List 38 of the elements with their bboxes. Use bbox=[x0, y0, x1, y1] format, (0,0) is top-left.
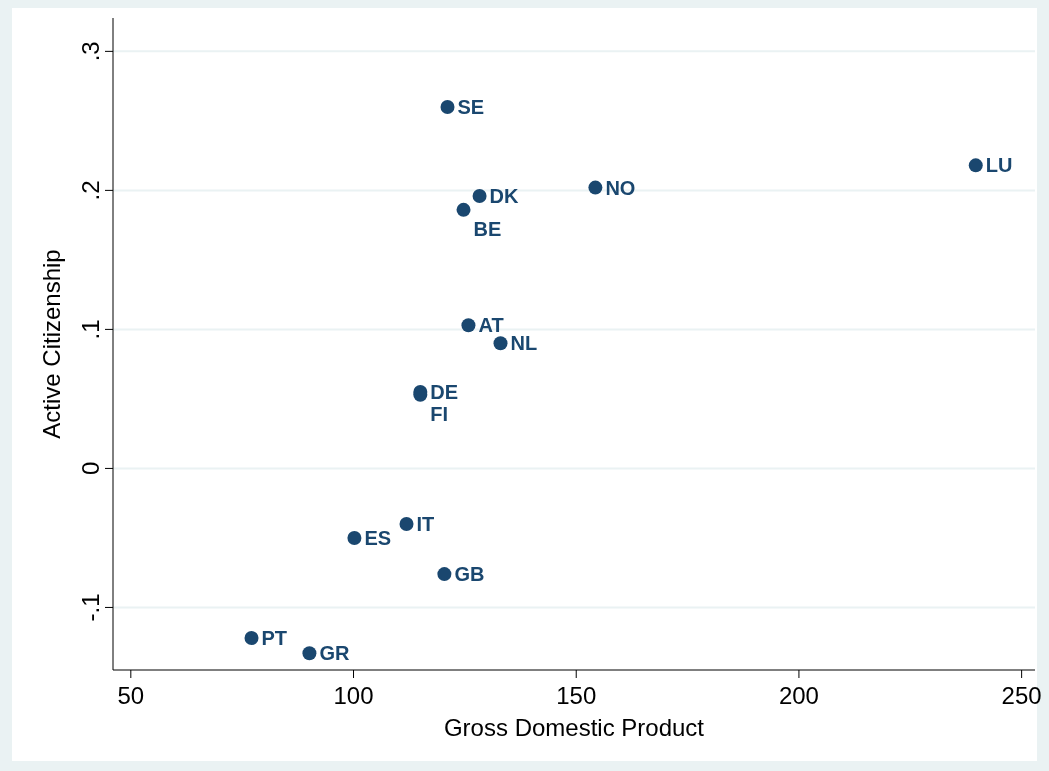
point bbox=[347, 530, 362, 545]
annotation: IT bbox=[416, 513, 435, 536]
annotation: NO bbox=[605, 176, 636, 199]
annotation: SE bbox=[457, 95, 485, 118]
point bbox=[302, 646, 317, 661]
x-tick-label: 200 bbox=[778, 682, 819, 709]
annotation: NL bbox=[510, 332, 538, 355]
y-tick-label: .1 bbox=[77, 319, 104, 340]
annotation: DK bbox=[489, 184, 520, 207]
point bbox=[399, 517, 414, 532]
annotation: DE bbox=[430, 380, 459, 403]
point bbox=[437, 567, 452, 582]
point bbox=[472, 188, 487, 203]
y-tick-label: .3 bbox=[77, 41, 104, 62]
x-tick-label: 150 bbox=[556, 682, 597, 709]
y-tick-label: 0 bbox=[77, 461, 104, 476]
point bbox=[493, 336, 508, 351]
y-tick-label: -.1 bbox=[77, 593, 104, 622]
x-tick-label: 100 bbox=[333, 682, 374, 709]
point bbox=[440, 99, 455, 114]
y-tick-label: .2 bbox=[77, 180, 104, 201]
annotation: GB bbox=[454, 563, 485, 586]
point bbox=[456, 202, 471, 217]
x-tick-label: 250 bbox=[1001, 682, 1042, 709]
x-tick-label: 50 bbox=[117, 682, 145, 709]
point bbox=[968, 158, 983, 173]
annotation: LU bbox=[985, 154, 1013, 177]
annotation: ES bbox=[364, 526, 392, 549]
annotation: FI bbox=[430, 402, 449, 425]
x-axis-title: Gross Domestic Product bbox=[443, 714, 705, 741]
annotation: AT bbox=[478, 314, 504, 337]
point bbox=[244, 631, 259, 646]
annotation: PT bbox=[261, 627, 288, 650]
annotation: GR bbox=[319, 642, 350, 665]
y-axis-title: Active Citizenship bbox=[38, 249, 65, 439]
annotation: BE bbox=[473, 217, 502, 240]
point bbox=[461, 318, 476, 333]
point bbox=[588, 180, 603, 195]
